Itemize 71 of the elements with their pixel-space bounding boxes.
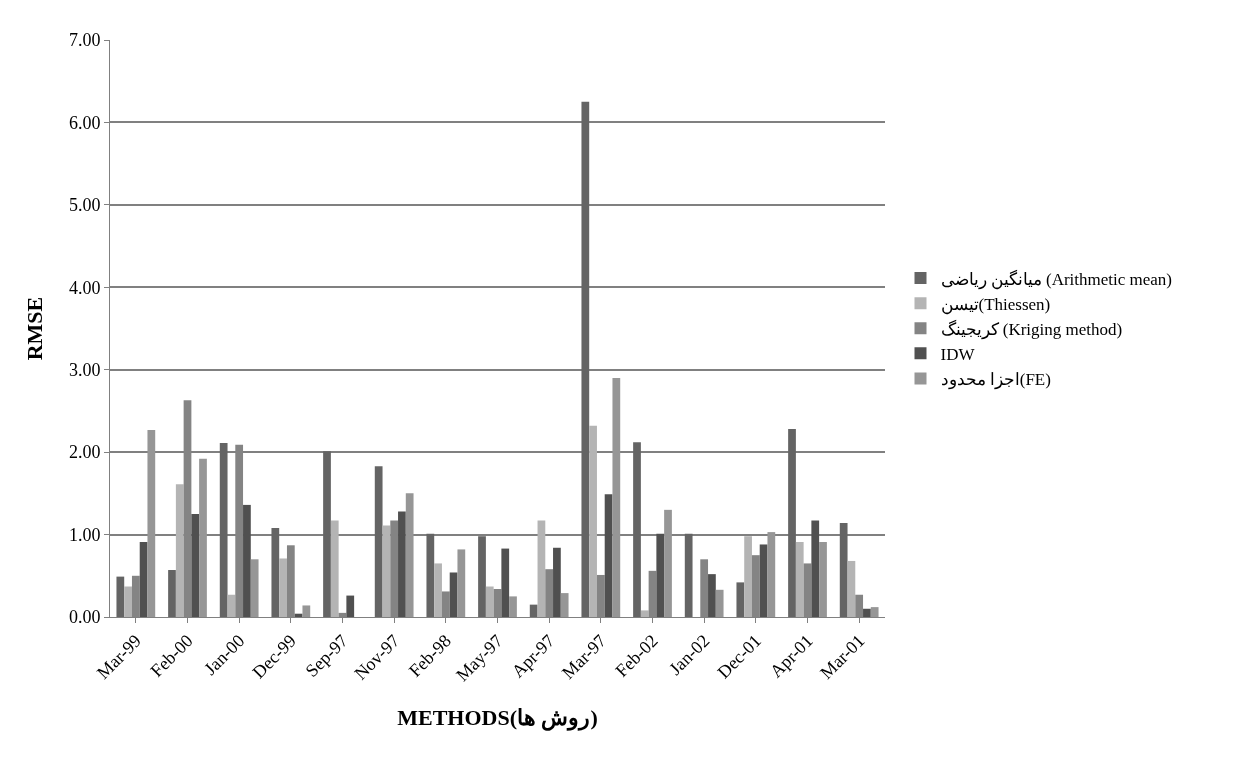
bar (199, 458, 207, 617)
legend-label: IDW (940, 344, 976, 364)
bar (529, 604, 538, 617)
bar (537, 520, 546, 617)
x-axis-title: METHODS(روش ها) (397, 705, 598, 731)
y-tick-label: 5.00 (68, 195, 101, 216)
bar (744, 536, 752, 617)
y-tick-label: 3.00 (68, 360, 101, 381)
bar (759, 544, 768, 617)
bar (847, 560, 856, 617)
bar (589, 425, 597, 617)
bar (250, 559, 259, 617)
bar (839, 523, 848, 617)
bar (485, 586, 494, 617)
bar (560, 593, 569, 617)
bar (405, 493, 414, 617)
bar (509, 596, 517, 617)
bar (633, 442, 641, 617)
bar (501, 548, 510, 617)
bar (147, 429, 156, 617)
bar (811, 520, 820, 617)
bar (302, 605, 311, 617)
bar (684, 533, 693, 617)
bar (243, 504, 251, 617)
bar (708, 574, 716, 617)
bar (604, 494, 613, 617)
bar (116, 576, 125, 617)
bar (640, 610, 649, 617)
bar (581, 101, 590, 617)
bar (191, 513, 200, 617)
legend-label: میانگین ریاضی (Arithmetic mean) (940, 268, 1173, 290)
bar (478, 536, 486, 617)
bar (795, 541, 804, 617)
y-tick-label: 2.00 (68, 442, 101, 463)
bar (819, 541, 827, 617)
bar (330, 520, 339, 617)
bar (612, 377, 621, 617)
bar (279, 558, 287, 617)
bar (457, 549, 466, 617)
bar (323, 451, 331, 617)
bar (124, 586, 132, 617)
bar (449, 572, 458, 617)
y-tick-label: 4.00 (68, 277, 101, 298)
legend-label: تیسن(Thiessen) (940, 294, 1051, 315)
bar (139, 541, 148, 617)
y-tick-label: 0.00 (68, 607, 101, 628)
bar (374, 466, 383, 617)
bar (382, 525, 391, 617)
bar (656, 533, 665, 617)
bar (870, 607, 879, 617)
bar (271, 527, 280, 617)
bar (767, 532, 776, 617)
bar (175, 484, 184, 617)
legend-label: کریجینگ (Kriging method) (940, 318, 1123, 340)
bar (168, 570, 176, 617)
bar (863, 608, 871, 617)
bar (346, 595, 355, 617)
y-tick-label: 6.00 (68, 112, 101, 133)
y-tick-label: 7.00 (68, 30, 101, 51)
bar (664, 509, 672, 617)
bar (715, 589, 724, 617)
bar (434, 563, 442, 617)
bar (398, 511, 406, 617)
bar (736, 582, 745, 617)
y-axis-title: RMSE (21, 296, 47, 361)
y-tick-label: 1.00 (68, 524, 101, 545)
bar (426, 533, 435, 617)
bar (553, 547, 561, 617)
bar (219, 443, 228, 617)
bar (788, 429, 796, 617)
legend-label: اجزا محدود(FE) (940, 370, 1051, 391)
